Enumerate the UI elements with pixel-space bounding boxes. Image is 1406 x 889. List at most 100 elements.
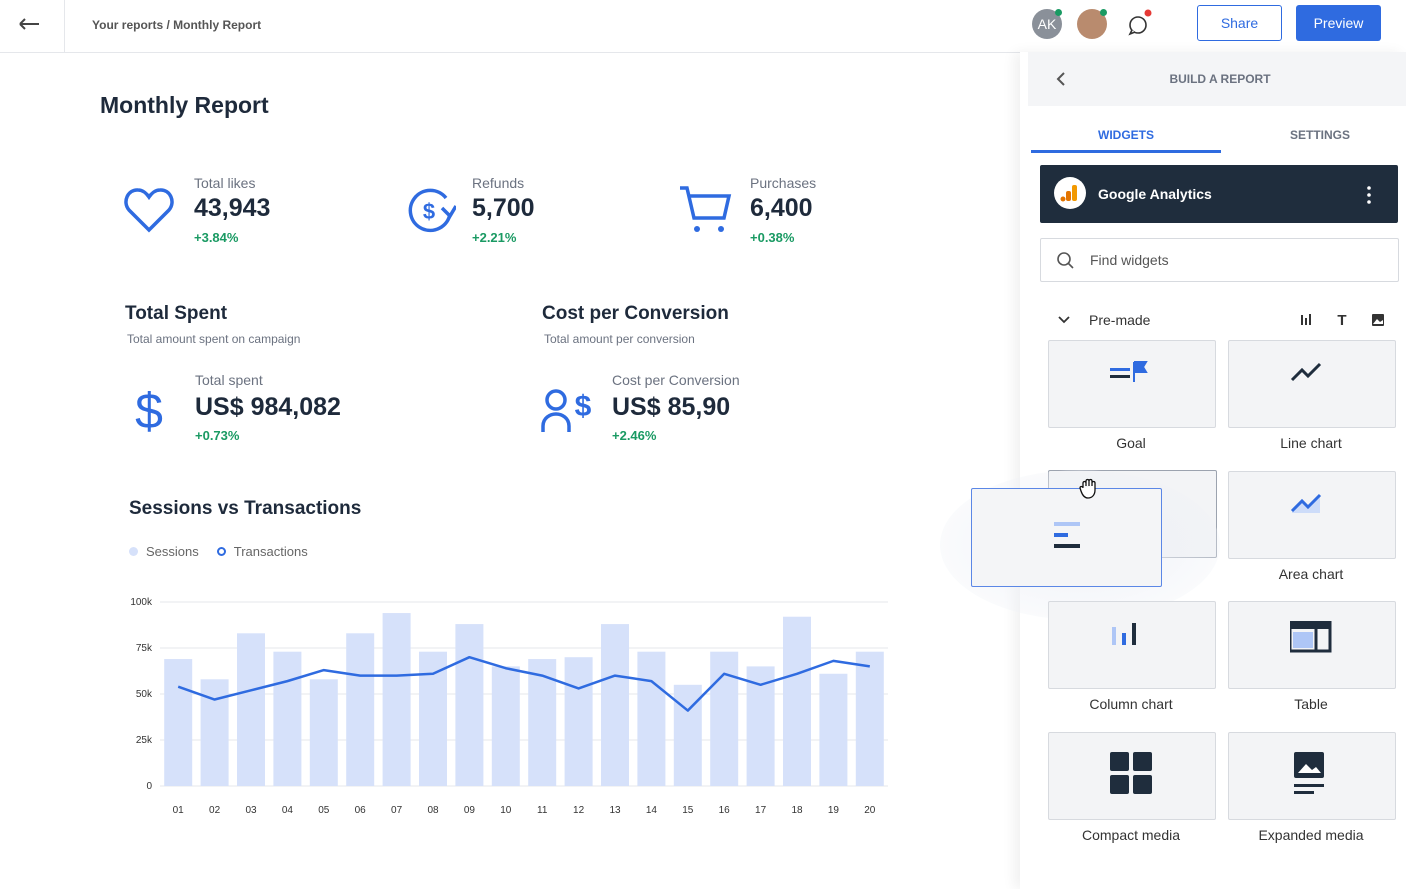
legend-label: Sessions	[146, 544, 199, 559]
widget-label: Goal	[1116, 435, 1146, 451]
source-menu[interactable]	[1364, 184, 1374, 206]
kpi-value: 6,400	[750, 194, 813, 222]
user-dollar-icon: $	[541, 389, 592, 432]
widget-label: Compact media	[1081, 826, 1181, 843]
section-title: Cost per Conversion	[542, 303, 729, 324]
preview-button[interactable]: Preview	[1296, 5, 1381, 41]
widget-card[interactable]	[1228, 340, 1396, 428]
widget-label: Line chart	[1280, 435, 1342, 451]
svg-text:T: T	[1337, 312, 1346, 329]
x-tick-label: 15	[682, 805, 694, 816]
svg-text:$: $	[575, 390, 592, 423]
dragged-widget[interactable]	[971, 488, 1162, 587]
metric-label: Cost per Conversion	[612, 372, 740, 388]
grab-cursor	[1079, 478, 1096, 499]
cart-icon	[680, 186, 732, 232]
widget-card[interactable]	[1228, 470, 1396, 559]
x-tick-label: 10	[500, 805, 512, 816]
metric-label: Total spent	[195, 372, 263, 388]
metric-change: +2.46%	[612, 428, 657, 443]
tab-indicator	[1031, 150, 1221, 153]
search-icon	[1057, 252, 1074, 269]
panel-back[interactable]	[1054, 71, 1068, 87]
x-tick-label: 08	[427, 805, 439, 816]
x-tick-label: 12	[573, 805, 585, 816]
y-tick-label: 100k	[130, 597, 153, 608]
dollar-icon: $	[135, 384, 163, 438]
comments-button[interactable]	[1124, 8, 1156, 40]
dragged-widget-icon	[1054, 522, 1080, 548]
widget-label: Table	[1294, 696, 1328, 712]
x-tick-label: 19	[828, 805, 840, 816]
x-tick-label: 03	[245, 805, 257, 816]
svg-text:$: $	[135, 384, 163, 438]
legend: Sessions Transactions	[129, 544, 308, 559]
x-tick-label: 11	[537, 805, 548, 816]
widget-card[interactable]	[1048, 731, 1216, 820]
x-tick-label: 18	[791, 805, 803, 816]
widget-label: Column chart	[1089, 696, 1173, 712]
widget-icon	[1110, 751, 1152, 794]
y-tick-label: 0	[146, 781, 152, 792]
metric-change: +0.73%	[195, 428, 240, 443]
filter-icons[interactable]: T	[1296, 310, 1388, 330]
legend-item[interactable]: Sessions	[129, 544, 199, 559]
bar	[455, 624, 484, 786]
widget-card[interactable]	[1048, 340, 1216, 428]
top-bar	[0, 0, 1406, 53]
x-tick-label: 05	[318, 805, 330, 816]
bar	[637, 651, 666, 786]
chart: 0 25k 50k 75k 100k 01 02 03 04 05 06 07 08 09 10 11 12 13…	[130, 597, 888, 816]
kpi-change: +2.21%	[472, 230, 517, 245]
metric-value: US$ 85,90	[612, 393, 731, 421]
section-subtitle: Total amount spent on campaign	[127, 332, 301, 346]
bar	[601, 624, 629, 786]
panel-title: BUILD A REPORT	[1169, 72, 1271, 86]
kpi-value: 43,943	[194, 194, 271, 222]
widget-label: Expanded media	[1258, 826, 1364, 843]
share-button[interactable]: Share	[1197, 5, 1282, 41]
breadcrumb[interactable]: Your reports / Monthly Report	[92, 18, 262, 32]
search-box[interactable]	[1040, 238, 1399, 282]
divider	[64, 0, 65, 52]
x-tick-label: 17	[755, 805, 767, 816]
kpi-change: +0.38%	[750, 230, 795, 245]
x-tick-label: 01	[173, 805, 185, 816]
bar	[164, 659, 193, 786]
section-subtitle: Total amount per conversion	[544, 332, 695, 346]
chart-title: Sessions vs Transactions	[129, 498, 362, 519]
source-name: Google Analytics	[1098, 186, 1212, 202]
widget-icon	[1112, 623, 1136, 645]
source-bar[interactable]	[1040, 165, 1398, 223]
x-tick-label: 20	[864, 805, 876, 816]
bar	[491, 666, 520, 786]
kpi-change: +3.84%	[194, 230, 239, 245]
y-tick-label: 75k	[136, 643, 153, 654]
bar	[309, 679, 338, 786]
metric-value: US$ 984,082	[195, 393, 341, 421]
bar	[273, 651, 302, 786]
bar	[419, 651, 447, 786]
bar	[783, 616, 811, 786]
line	[177, 655, 870, 712]
widget-label: Area chart	[1278, 565, 1344, 582]
status-dot	[1100, 9, 1107, 16]
kpi-value: 5,700	[472, 194, 535, 222]
bar	[346, 633, 375, 786]
widget-icon	[1294, 751, 1324, 794]
legend-item[interactable]: Transactions	[216, 544, 308, 559]
tab[interactable]: WIDGETS	[1098, 128, 1154, 142]
tab[interactable]: SETTINGS	[1289, 128, 1350, 142]
bar	[237, 633, 265, 786]
bar	[855, 651, 884, 786]
collapse-icon[interactable]	[1056, 313, 1072, 327]
widget-icon	[1290, 493, 1322, 513]
x-tick-label: 16	[719, 805, 731, 816]
y-tick-label: 25k	[136, 735, 153, 746]
kpi-label: Refunds	[472, 175, 525, 191]
ga-logo	[1054, 177, 1086, 209]
status-dot	[1055, 9, 1062, 16]
x-tick-label: 13	[609, 805, 621, 816]
back-button[interactable]	[18, 14, 42, 34]
